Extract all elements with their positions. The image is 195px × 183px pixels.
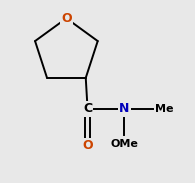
Text: O: O (61, 12, 72, 25)
Text: N: N (119, 102, 129, 115)
Text: C: C (83, 102, 92, 115)
Text: O: O (82, 139, 93, 152)
Text: OMe: OMe (110, 139, 138, 149)
Text: Me: Me (155, 104, 174, 114)
